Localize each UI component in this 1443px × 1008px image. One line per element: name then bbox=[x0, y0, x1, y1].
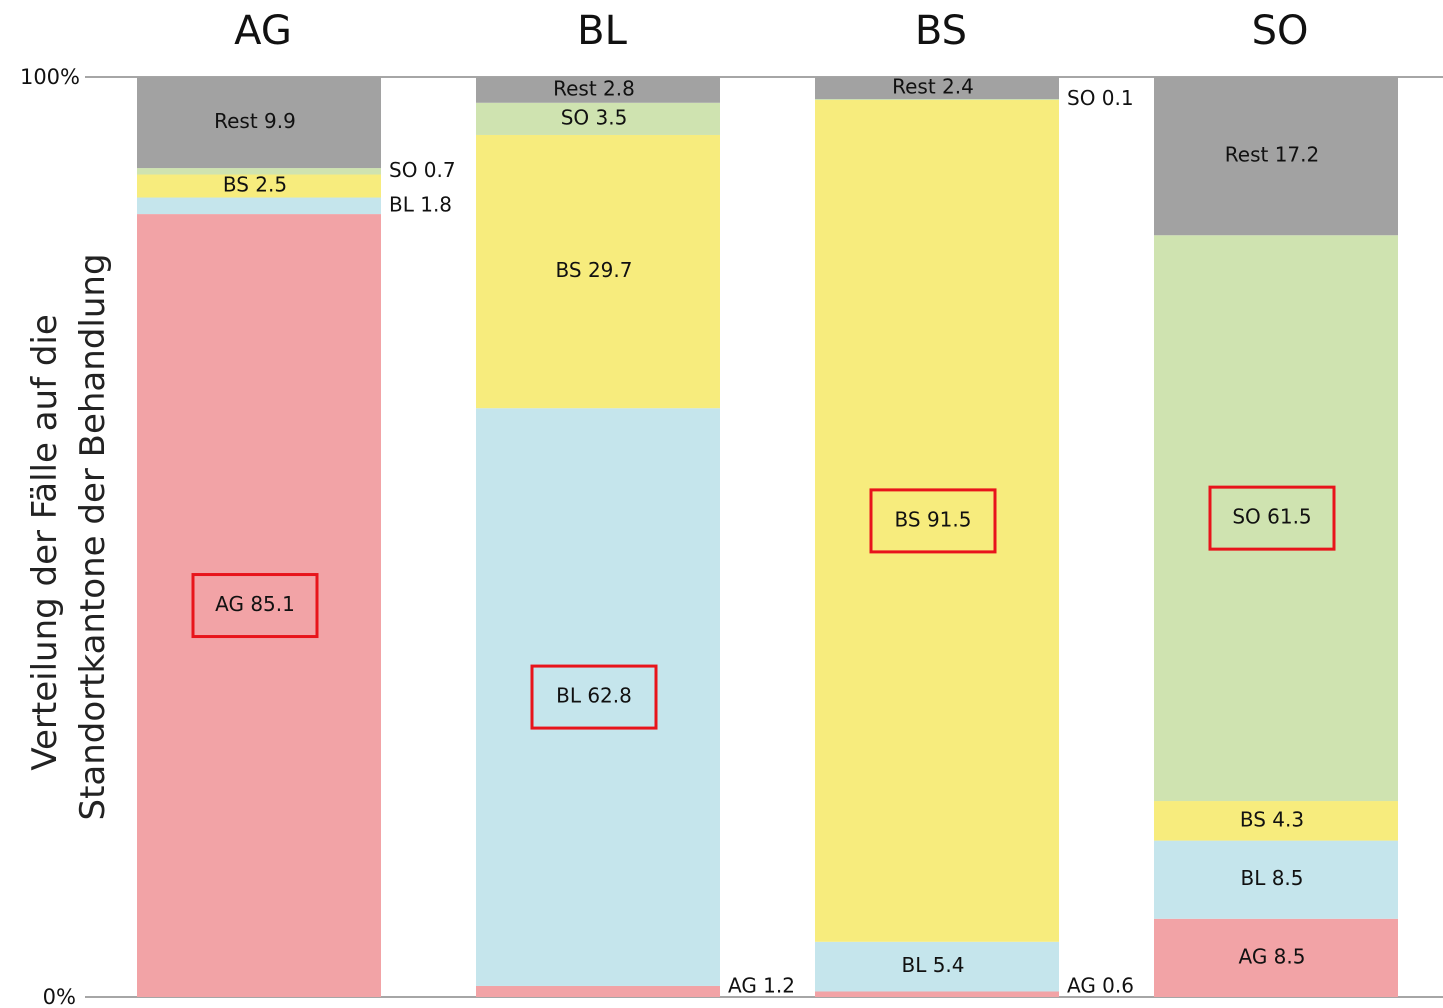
segment-label-ag-bl: BL 1.8 bbox=[389, 192, 452, 216]
bars: AG AG 85.1 BS 2.5 Rest 9.9 SO 0.7 BL 1.8 BL BL … bbox=[137, 8, 1398, 998]
y-tick-label-100: 100% bbox=[20, 65, 80, 89]
bar-segment-so-ag bbox=[1154, 918, 1398, 997]
segment-label-so-ag: AG 8.5 bbox=[1239, 944, 1306, 968]
bar-segment-bl-ag bbox=[476, 985, 720, 997]
bar-segment-bs-so bbox=[815, 99, 1059, 100]
bar-segment-ag-rest bbox=[137, 77, 381, 169]
y-axis-label: Verteilung der Fälle auf die Standortkan… bbox=[25, 253, 113, 820]
bar-segment-bl-bl bbox=[476, 408, 720, 986]
bar-segment-bs-bl bbox=[815, 941, 1059, 992]
segment-label-ag-so: SO 0.7 bbox=[389, 158, 456, 182]
bar-segment-ag-ag bbox=[137, 214, 381, 997]
segment-label-so-bs: BS 4.3 bbox=[1240, 807, 1304, 831]
bar-segment-bl-rest bbox=[476, 77, 720, 103]
y-tick-label-0: 0% bbox=[43, 985, 76, 1008]
category-title-ag: AG bbox=[234, 8, 292, 54]
bar-segment-ag-bl bbox=[137, 197, 381, 215]
segment-label-so-rest: Rest 17.2 bbox=[1225, 143, 1319, 167]
bar-segment-bl-so bbox=[476, 102, 720, 135]
segment-label-so-so: SO 61.5 bbox=[1232, 505, 1311, 529]
category-title-bl: BL bbox=[577, 8, 627, 54]
segment-label-bs-bl: BL 5.4 bbox=[901, 953, 964, 977]
segment-label-bl-ag: AG 1.2 bbox=[728, 974, 795, 998]
highlight-box-bl bbox=[530, 664, 658, 730]
y-axis-label-line-2: Standortkantone der Behandlung bbox=[73, 253, 113, 820]
segment-label-bl-bl: BL 62.8 bbox=[556, 684, 632, 708]
segment-label-so-bl: BL 8.5 bbox=[1240, 866, 1303, 890]
y-axis-label-line-1: Verteilung der Fälle auf die bbox=[25, 314, 65, 770]
bar-segment-ag-bs bbox=[137, 174, 381, 198]
bar-segment-so-bl bbox=[1154, 840, 1398, 919]
bar-segment-bs-rest bbox=[815, 77, 1059, 100]
highlight-box-so bbox=[1208, 485, 1336, 551]
segment-label-ag-rest: Rest 9.9 bbox=[214, 109, 296, 133]
bar-segment-bs-bs bbox=[815, 100, 1059, 942]
bar-segment-so-rest bbox=[1154, 77, 1398, 236]
bar-segment-bl-bs bbox=[476, 134, 720, 409]
bar-segment-bs-ag bbox=[815, 991, 1059, 997]
bar-segment-so-so bbox=[1154, 235, 1398, 802]
segment-label-bl-rest: Rest 2.8 bbox=[553, 76, 635, 100]
highlight-box-bs bbox=[869, 488, 997, 554]
category-title-so: SO bbox=[1252, 8, 1309, 54]
bar-segment-so-bs bbox=[1154, 801, 1398, 841]
highlight-box-ag bbox=[191, 573, 319, 639]
segment-label-bl-so: SO 3.5 bbox=[561, 105, 628, 129]
segment-label-ag-ag: AG 85.1 bbox=[215, 592, 295, 616]
segment-label-bs-rest: Rest 2.4 bbox=[892, 75, 974, 99]
category-title-bs: BS bbox=[915, 8, 967, 54]
bar-segment-ag-so bbox=[137, 168, 381, 175]
segment-label-ag-bs: BS 2.5 bbox=[223, 173, 287, 197]
segment-label-bs-bs: BS 91.5 bbox=[895, 507, 972, 531]
segment-label-bs-so: SO 0.1 bbox=[1067, 86, 1134, 110]
segment-label-bs-ag: AG 0.6 bbox=[1067, 974, 1134, 998]
segment-label-bl-bs: BS 29.7 bbox=[556, 258, 633, 282]
